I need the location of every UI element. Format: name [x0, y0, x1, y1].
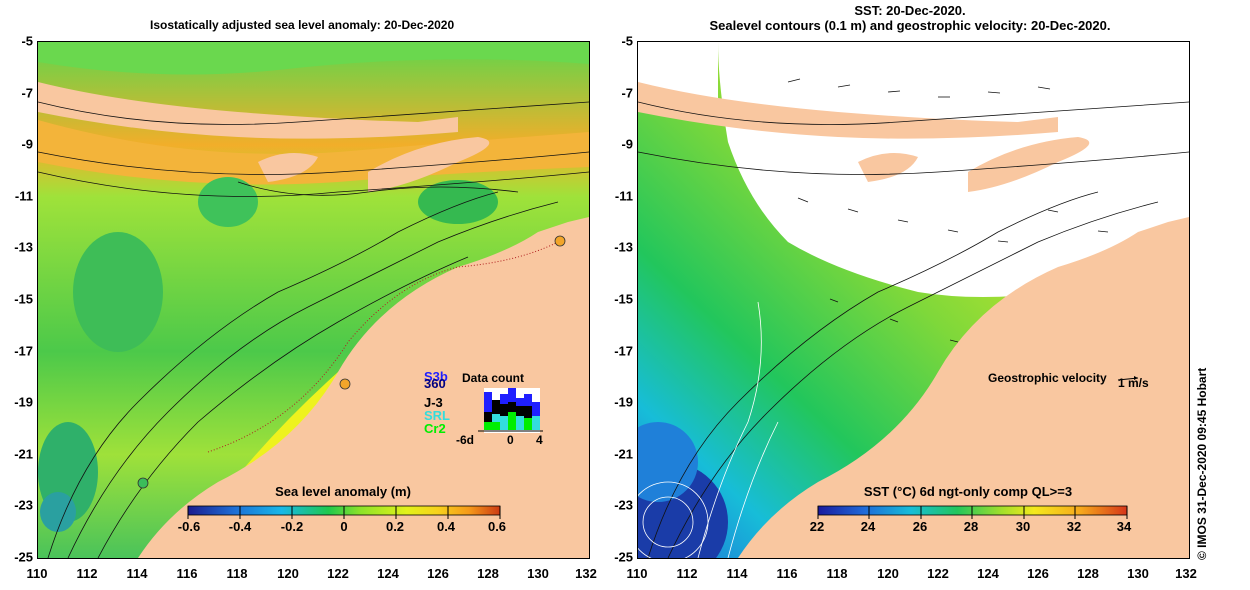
x-tick: 114: [726, 566, 748, 581]
right-title-line2: Sealevel contours (0.1 m) and geostrophi…: [709, 18, 1111, 33]
sea-level-anomaly-map[interactable]: [37, 41, 590, 559]
x-tick: 124: [977, 566, 999, 581]
left-colorbar-tick: 0.4: [436, 519, 456, 534]
left-colorbar-tick: -0.2: [280, 519, 304, 534]
left-colorbar-tick: 0.2: [385, 519, 405, 534]
y-tick: -23: [14, 497, 33, 513]
y-tick: -9: [21, 136, 33, 152]
y-tick: -25: [14, 549, 33, 565]
x-tick: 118: [826, 566, 848, 581]
mission-360: 360: [424, 376, 446, 391]
left-colorbar-tick: 0: [340, 519, 348, 534]
y-tick: -17: [14, 343, 33, 359]
y-tick: -15: [14, 291, 33, 307]
y-tick: -5: [21, 33, 33, 49]
right-colorbar-tick: 34: [1116, 519, 1132, 534]
right-title-line1: SST: 20-Dec-2020.: [854, 3, 966, 18]
x-tick: 122: [927, 566, 949, 581]
y-tick: -11: [14, 188, 33, 204]
x-tick: 120: [877, 566, 899, 581]
right-colorbar-tick: 24: [860, 519, 876, 534]
y-tick: -13: [614, 239, 633, 255]
x-tick: 126: [1027, 566, 1049, 581]
right-colorbar-tick: 32: [1066, 519, 1082, 534]
y-tick: -9: [621, 136, 633, 152]
y-tick: -23: [614, 497, 633, 513]
y-tick: -21: [614, 446, 633, 462]
x-tick: 128: [1077, 566, 1099, 581]
x-tick: 110: [626, 566, 648, 581]
data-count-inset: [478, 388, 543, 433]
y-tick: -19: [614, 394, 633, 410]
data-count-tick-neg6: -6d: [456, 433, 474, 447]
x-tick: 112: [76, 566, 98, 581]
mission-cr2: Cr2: [424, 421, 446, 436]
data-count-tick-0: 0: [507, 433, 514, 447]
velocity-scale-label: 1 m/s: [1118, 376, 1149, 390]
mission-j3: J-3: [424, 395, 443, 410]
y-tick: -7: [621, 85, 633, 101]
right-colorbar-tick: 30: [1015, 519, 1031, 534]
left-panel-title: Isostatically adjusted sea level anomaly…: [150, 18, 455, 32]
left-colorbar-tick: -0.4: [228, 519, 252, 534]
x-tick: 126: [427, 566, 449, 581]
sea-level-colorbar: [187, 505, 501, 519]
left-colorbar-label: Sea level anomaly (m): [275, 484, 411, 499]
y-tick: -21: [14, 446, 33, 462]
y-tick: -7: [21, 85, 33, 101]
y-tick: -19: [14, 394, 33, 410]
y-tick: -17: [614, 343, 633, 359]
x-tick: 116: [176, 566, 198, 581]
x-tick: 116: [776, 566, 798, 581]
right-colorbar-tick: 28: [963, 519, 979, 534]
y-tick: -13: [14, 239, 33, 255]
sst-field: [638, 42, 1189, 558]
x-tick: 130: [1127, 566, 1149, 581]
y-tick: -11: [614, 188, 633, 204]
sst-map[interactable]: [637, 41, 1190, 559]
mission-srl: SRL: [424, 408, 450, 423]
x-tick: 110: [26, 566, 48, 581]
data-count-tick-4: 4: [536, 433, 543, 447]
y-tick: -15: [614, 291, 633, 307]
sst-colorbar: [817, 505, 1128, 519]
right-colorbar-tick: 26: [912, 519, 928, 534]
velocity-arrows: [787, 78, 1109, 343]
y-tick: -25: [614, 549, 633, 565]
x-tick: 128: [477, 566, 499, 581]
left-colorbar-tick: -0.6: [177, 519, 201, 534]
right-panel-title: SST: 20-Dec-2020. Sealevel contours (0.1…: [660, 3, 1160, 33]
x-tick: 120: [277, 566, 299, 581]
left-colorbar-tick: 0.6: [487, 519, 507, 534]
right-colorbar-tick: 22: [809, 519, 825, 534]
x-tick: 112: [676, 566, 698, 581]
credit-text: © IMOS 31-Dec-2020 09:45 Hobart: [1195, 367, 1209, 560]
y-tick: -5: [621, 33, 633, 49]
sea-level-anomaly-field: [38, 42, 589, 558]
x-tick: 114: [126, 566, 148, 581]
x-tick: 130: [527, 566, 549, 581]
data-count-title: Data count: [462, 371, 525, 385]
mission-s3b: S3b: [424, 369, 448, 384]
right-colorbar-label: SST (°C) 6d ngt-only comp QL>=3: [863, 484, 1073, 499]
x-tick: 118: [226, 566, 248, 581]
x-tick: 122: [327, 566, 349, 581]
x-tick: 132: [1175, 566, 1197, 581]
x-tick: 124: [377, 566, 399, 581]
x-tick: 132: [575, 566, 597, 581]
velocity-label: Geostrophic velocity: [988, 371, 1107, 385]
